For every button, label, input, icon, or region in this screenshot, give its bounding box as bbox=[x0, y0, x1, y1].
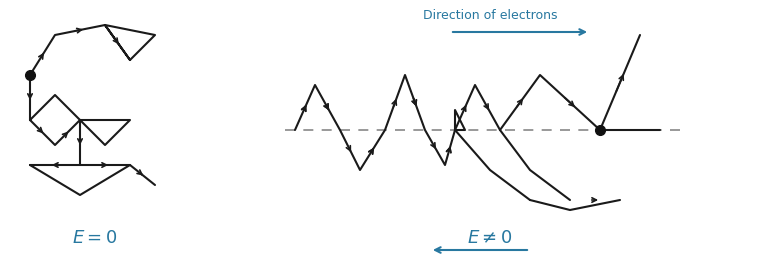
Text: $E = 0$: $E = 0$ bbox=[72, 229, 118, 247]
Text: Direction of electrons: Direction of electrons bbox=[422, 9, 558, 22]
Text: $E \neq 0$: $E \neq 0$ bbox=[467, 229, 513, 247]
